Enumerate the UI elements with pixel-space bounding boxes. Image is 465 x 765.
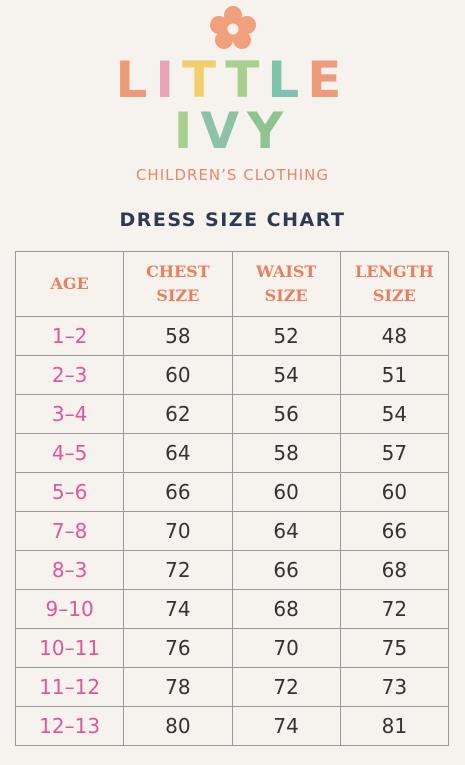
size-cell: 76 xyxy=(123,628,233,668)
size-cell: 70 xyxy=(231,628,341,668)
column-header: AGE xyxy=(14,251,125,317)
flower-logo xyxy=(210,6,256,49)
size-cell: 68 xyxy=(339,550,450,590)
size-cell: 57 xyxy=(339,433,450,473)
age-cell: 1–2 xyxy=(14,316,125,356)
table-row: 3–4 62 56 54 xyxy=(14,394,450,434)
size-cell: 70 xyxy=(123,511,233,551)
size-cell: 64 xyxy=(123,433,233,473)
table-body: 1–2 58 52 48 2–3 60 54 51 3–4 62 56 54 4–5 64 58 57 5–6 6… xyxy=(14,316,450,746)
size-cell: 73 xyxy=(339,667,450,707)
size-cell: 72 xyxy=(231,667,341,707)
age-cell: 8–3 xyxy=(14,550,125,590)
header-row: AGE CHEST SIZE WAIST SIZE LENGTH SIZE xyxy=(14,251,450,317)
size-cell: 51 xyxy=(339,355,450,395)
column-header: LENGTH SIZE xyxy=(339,251,450,317)
size-cell: 48 xyxy=(339,316,450,356)
size-cell: 78 xyxy=(123,667,233,707)
size-cell: 60 xyxy=(339,472,450,512)
size-table: AGE CHEST SIZE WAIST SIZE LENGTH SIZE 1–2 58… xyxy=(14,251,450,746)
table-row: 12–13 80 74 81 xyxy=(14,706,450,746)
column-header: CHEST SIZE xyxy=(123,251,233,317)
brand-letter: Y xyxy=(247,102,292,160)
size-cell: 58 xyxy=(231,433,341,473)
age-cell: 11–12 xyxy=(14,667,125,707)
size-cell: 66 xyxy=(231,550,341,590)
size-cell: 66 xyxy=(339,511,450,551)
table-row: 4–5 64 58 57 xyxy=(14,433,450,473)
table-row: 9–10 74 68 72 xyxy=(14,589,450,629)
brand-line-2: IVY xyxy=(0,106,465,156)
brand-letter: V xyxy=(200,102,248,160)
age-cell: 5–6 xyxy=(14,472,125,512)
table-row: 1–2 58 52 48 xyxy=(14,316,450,356)
age-cell: 9–10 xyxy=(14,589,125,629)
age-cell: 10–11 xyxy=(14,628,125,668)
age-cell: 3–4 xyxy=(14,394,125,434)
size-cell: 72 xyxy=(339,589,450,629)
table-row: 11–12 78 72 73 xyxy=(14,667,450,707)
size-cell: 54 xyxy=(339,394,450,434)
size-cell: 74 xyxy=(231,706,341,746)
brand-line-1: LITTLE xyxy=(0,55,465,105)
brand-letter: L xyxy=(115,51,156,109)
size-cell: 81 xyxy=(339,706,450,746)
tagline: CHILDREN’S CLOTHING xyxy=(135,166,330,184)
chart-title: DRESS SIZE CHART xyxy=(119,209,346,231)
size-cell: 74 xyxy=(123,589,233,629)
brand-letter: L xyxy=(267,51,308,109)
brand-letter: T xyxy=(182,51,226,109)
size-cell: 64 xyxy=(231,511,341,551)
age-cell: 12–13 xyxy=(14,706,125,746)
size-cell: 75 xyxy=(339,628,450,668)
size-cell: 62 xyxy=(123,394,233,434)
table-row: 2–3 60 54 51 xyxy=(14,355,450,395)
table-row: 7–8 70 64 66 xyxy=(14,511,450,551)
size-cell: 58 xyxy=(123,316,233,356)
table-row: 10–11 76 70 75 xyxy=(14,628,450,668)
brand-letter: T xyxy=(225,51,268,109)
size-cell: 68 xyxy=(231,589,341,629)
table-row: 5–6 66 60 60 xyxy=(14,472,450,512)
table-row: 8–3 72 66 68 xyxy=(14,550,450,590)
size-cell: 66 xyxy=(123,472,233,512)
size-cell: 54 xyxy=(231,355,341,395)
size-cell: 52 xyxy=(231,316,341,356)
brand-letter: I xyxy=(155,51,183,109)
brand-letter: E xyxy=(307,51,350,109)
column-header: WAIST SIZE xyxy=(231,251,341,317)
age-cell: 4–5 xyxy=(14,433,125,473)
age-cell: 7–8 xyxy=(14,511,125,551)
size-cell: 72 xyxy=(123,550,233,590)
size-cell: 60 xyxy=(231,472,341,512)
brand-letter: I xyxy=(173,102,201,160)
size-cell: 60 xyxy=(123,355,233,395)
size-cell: 56 xyxy=(231,394,341,434)
age-cell: 2–3 xyxy=(14,355,125,395)
size-cell: 80 xyxy=(123,706,233,746)
